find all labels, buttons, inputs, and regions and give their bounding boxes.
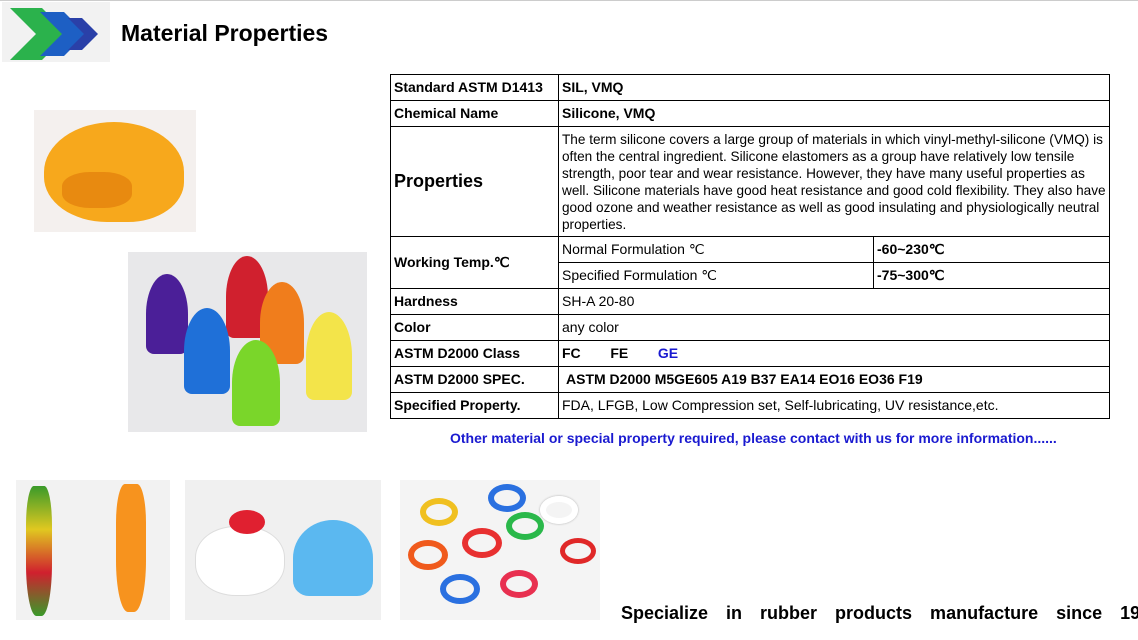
logo	[2, 2, 110, 62]
table-row: Hardness SH-A 20-80	[390, 288, 1110, 315]
table-row: Standard ASTM D1413 SIL, VMQ	[390, 74, 1110, 101]
row-value: any color	[558, 314, 1110, 341]
class-ge: GE	[657, 345, 679, 361]
table-row: Specified Property. FDA, LFGB, Low Compre…	[390, 392, 1110, 419]
hello-kitty-silicone-photo	[185, 480, 381, 620]
row-value: ASTM D2000 M5GE605 A19 B37 EA14 EO16 EO3…	[558, 366, 1110, 393]
silicone-cones-photo	[128, 252, 367, 432]
sub-label: Normal Formulation ℃	[558, 236, 874, 263]
table-row: ASTM D2000 Class FC FE GE	[390, 340, 1110, 367]
row-value: FDA, LFGB, Low Compression set, Self-lub…	[558, 392, 1110, 419]
slogan: Specialize in rubber products manufactur…	[621, 603, 1138, 623]
silicone-o-rings-photo	[400, 480, 600, 620]
class-fc: FC	[562, 345, 581, 361]
table-row: Color any color	[390, 314, 1110, 341]
class-fe: FE	[610, 345, 629, 361]
sub-value: -75~300℃	[873, 262, 1110, 289]
row-value: FC FE GE	[558, 340, 1110, 367]
chevron-logo-icon	[10, 8, 98, 60]
row-label: Color	[390, 314, 559, 341]
row-value: Silicone, VMQ	[558, 100, 1110, 127]
sub-value: -60~230℃	[873, 236, 1110, 263]
orange-silicone-strainer-photo	[34, 110, 196, 232]
table-row: Properties The term silicone covers a lar…	[390, 126, 1110, 237]
row-value: SH-A 20-80	[558, 288, 1110, 315]
top-divider	[0, 0, 1138, 1]
row-label: ASTM D2000 Class	[390, 340, 559, 367]
sub-label: Specified Formulation ℃	[558, 262, 874, 289]
row-value: The term silicone covers a large group o…	[558, 126, 1110, 237]
row-label: Specified Property.	[390, 392, 559, 419]
row-label: Working Temp.℃	[390, 236, 559, 289]
table-row: Chemical Name Silicone, VMQ	[390, 100, 1110, 127]
page-title: Material Properties	[121, 20, 329, 46]
row-value: SIL, VMQ	[558, 74, 1110, 101]
table-row: Working Temp.℃ Normal Formulation ℃ -60~23…	[390, 236, 1110, 289]
row-label: Hardness	[390, 288, 559, 315]
table-row: ASTM D2000 SPEC. ASTM D2000 M5GE605 A19 B…	[390, 366, 1110, 393]
row-label: Standard ASTM D1413	[390, 74, 559, 101]
row-label: Properties	[390, 126, 559, 237]
row-label: ASTM D2000 SPEC.	[390, 366, 559, 393]
material-properties-table: Standard ASTM D1413 SIL, VMQ Chemical Nam…	[390, 74, 1110, 419]
contact-note: Other material or special property requi…	[450, 430, 1057, 446]
row-label: Chemical Name	[390, 100, 559, 127]
silicone-bong-photo	[16, 480, 170, 620]
